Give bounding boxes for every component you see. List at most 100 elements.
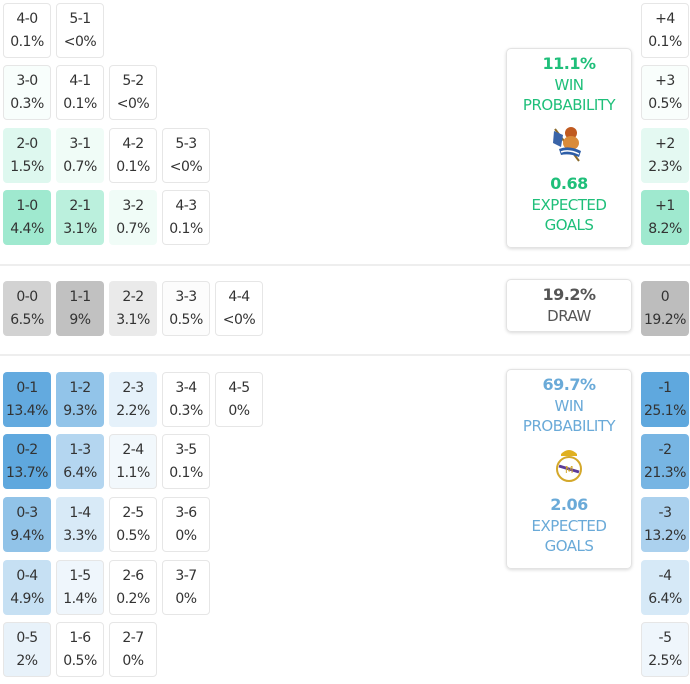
score-label: -3 xyxy=(658,505,672,521)
away-score-cell: 2-5 0.5% xyxy=(109,497,157,552)
score-label: 4-4 xyxy=(228,289,250,305)
away-score-cell: 4-5 0% xyxy=(215,372,263,427)
score-label: +2 xyxy=(655,136,675,152)
away-score-cell: 1-3 6.4% xyxy=(56,434,104,489)
away-win-probability: 69.7% xyxy=(542,375,596,394)
score-label: 2-3 xyxy=(122,380,144,396)
score-label: 5-2 xyxy=(122,73,144,89)
home-score-cell: 4-0 0.1% xyxy=(3,3,51,58)
probability-label: 3.1% xyxy=(116,312,150,328)
probability-label: 0% xyxy=(175,528,197,544)
away-margin-cell: -1 25.1% xyxy=(641,372,689,427)
xg-label: EXPECTED xyxy=(531,196,607,214)
xg-label: GOALS xyxy=(544,537,594,555)
away-margin-cell: -3 13.2% xyxy=(641,497,689,552)
score-label: 5-1 xyxy=(69,11,91,27)
away-margin-cell: -2 21.3% xyxy=(641,434,689,489)
probability-label: 0.3% xyxy=(169,403,203,419)
probability-label: 0.7% xyxy=(116,221,150,237)
probability-label: 3.1% xyxy=(63,221,97,237)
score-label: 2-1 xyxy=(69,198,91,214)
score-label: -4 xyxy=(658,568,672,584)
away-score-cell: 1-6 0.5% xyxy=(56,622,104,677)
draw-score-cell: 1-1 9% xyxy=(56,281,104,336)
away-score-cell: 2-3 2.2% xyxy=(109,372,157,427)
away-score-cell: 0-4 4.9% xyxy=(3,560,51,615)
real-madrid-crest-icon: M xyxy=(556,450,582,482)
probability-label: 4.9% xyxy=(10,591,44,607)
home-score-cell: 3-2 0.7% xyxy=(109,190,157,245)
score-label: 2-0 xyxy=(16,136,38,152)
probability-label: 13.7% xyxy=(6,465,48,481)
score-label: 0-1 xyxy=(16,380,38,396)
score-label: 3-5 xyxy=(175,442,197,458)
score-label: -1 xyxy=(658,380,672,396)
real-sociedad-crest-icon xyxy=(553,127,581,162)
score-label: +1 xyxy=(655,198,675,214)
probability-label: 13.4% xyxy=(6,403,48,419)
xg-label: EXPECTED xyxy=(531,517,607,535)
probability-label: 6.5% xyxy=(10,312,44,328)
divider xyxy=(0,264,690,266)
win-label: WIN xyxy=(554,397,584,415)
probability-label: 0.3% xyxy=(10,96,44,112)
draw-summary: 19.2% DRAW xyxy=(506,279,632,332)
probability-label: 2.2% xyxy=(116,403,150,419)
score-label: 3-3 xyxy=(175,289,197,305)
away-score-cell: 0-3 9.4% xyxy=(3,497,51,552)
probability-label: 4.4% xyxy=(10,221,44,237)
home-score-cell: 2-1 3.1% xyxy=(56,190,104,245)
score-label: 3-0 xyxy=(16,73,38,89)
score-label: 0 xyxy=(660,289,670,305)
probability-label: 0% xyxy=(175,591,197,607)
probability-label: 0.5% xyxy=(648,96,682,112)
probability-label: <0% xyxy=(116,96,150,112)
probability-label: <0% xyxy=(63,34,97,50)
away-score-cell: 3-6 0% xyxy=(162,497,210,552)
home-margin-cell: +2 2.3% xyxy=(641,128,689,183)
away-score-cell: 1-4 3.3% xyxy=(56,497,104,552)
home-score-cell: 4-2 0.1% xyxy=(109,128,157,183)
home-margin-cell: +3 0.5% xyxy=(641,65,689,120)
probability-label: 0.1% xyxy=(116,159,150,175)
home-score-cell: 5-2 <0% xyxy=(109,65,157,120)
home-score-cell: 3-1 0.7% xyxy=(56,128,104,183)
win-label: PROBABILITY xyxy=(522,96,616,114)
probability-label: 21.3% xyxy=(644,465,686,481)
draw-score-cell: 4-4 <0% xyxy=(215,281,263,336)
score-label: 3-7 xyxy=(175,568,197,584)
score-label: 1-0 xyxy=(16,198,38,214)
svg-text:M: M xyxy=(565,465,573,476)
away-summary: 69.7% WIN PROBABILITY M 2.06 EXPECTED GO… xyxy=(506,369,632,569)
score-label: 2-4 xyxy=(122,442,144,458)
home-score-cell: 2-0 1.5% xyxy=(3,128,51,183)
probability-label: 0% xyxy=(122,653,144,669)
away-score-cell: 1-2 9.3% xyxy=(56,372,104,427)
probability-label: 0.1% xyxy=(648,34,682,50)
probability-label: 0.2% xyxy=(116,591,150,607)
draw-margin-cell: 0 19.2% xyxy=(641,281,689,336)
score-label: 4-2 xyxy=(122,136,144,152)
probability-label: 2.5% xyxy=(648,653,682,669)
probability-label: 0.5% xyxy=(169,312,203,328)
home-win-probability: 11.1% xyxy=(542,54,596,73)
away-score-cell: 2-4 1.1% xyxy=(109,434,157,489)
probability-label: 0.7% xyxy=(63,159,97,175)
away-score-cell: 0-5 2% xyxy=(3,622,51,677)
score-label: 3-4 xyxy=(175,380,197,396)
away-score-cell: 0-1 13.4% xyxy=(3,372,51,427)
draw-score-cell: 2-2 3.1% xyxy=(109,281,157,336)
away-score-cell: 3-4 0.3% xyxy=(162,372,210,427)
away-score-cell: 1-5 1.4% xyxy=(56,560,104,615)
probability-label: 0.1% xyxy=(10,34,44,50)
probability-label: 0.1% xyxy=(169,465,203,481)
home-score-cell: 4-1 0.1% xyxy=(56,65,104,120)
probability-label: 19.2% xyxy=(644,312,686,328)
probability-label: 0% xyxy=(228,403,250,419)
score-label: 0-0 xyxy=(16,289,38,305)
win-label: WIN xyxy=(554,76,584,94)
score-label: +4 xyxy=(655,11,675,27)
score-label: -2 xyxy=(658,442,672,458)
divider xyxy=(0,354,690,356)
probability-label: 9.4% xyxy=(10,528,44,544)
